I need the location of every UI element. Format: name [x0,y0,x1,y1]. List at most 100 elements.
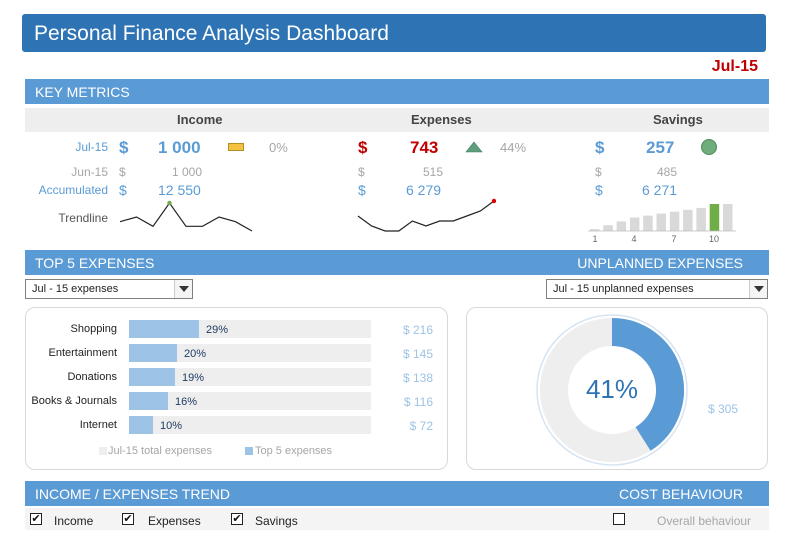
expenses-change: 44% [500,140,527,155]
income-current-value: 1 000 [158,138,201,157]
savings-bar [656,213,666,231]
cost-behaviour-title: COST BEHAVIOUR [619,486,743,502]
top5-category-label: Books & Journals [31,395,117,407]
expenses-sparkline [357,198,496,232]
savings-accumulated-value: 6 271 [642,182,678,198]
accumulated-row-label: Accumulated [38,183,108,197]
income-change: 0% [269,140,288,155]
dashboard-header: Personal Finance Analysis Dashboard [22,14,766,52]
income-prev-currency: $ [119,165,126,179]
page-title: Personal Finance Analysis Dashboard [34,22,389,45]
expenses-acc-currency: $ [358,182,366,198]
top5-dropdown-value: Jul - 15 expenses [32,283,119,295]
expenses-sparkline-line [357,200,495,232]
current-row-label: Jul-15 [75,140,108,154]
legend-top5-swatch [245,447,253,455]
legend-total-label: Jul-15 total expenses [108,445,212,457]
top5-row: Internet 10% $ 72 [25,416,448,436]
top5-row: Donations 19% $ 138 [25,368,448,388]
expenses-header: Expenses [411,112,472,127]
donut-unplanned-slice [611,318,684,451]
top5-bar [129,368,175,386]
expenses-up-triangle-icon [465,141,483,153]
top5-amount-label: $ 216 [402,323,433,337]
top5-percent-label: 10% [160,420,183,432]
income-flat-indicator [228,143,244,151]
savings-bar [629,217,640,231]
trend-title: INCOME / EXPENSES TREND [35,486,231,502]
unplanned-dropdown-value: Jul - 15 unplanned expenses [553,283,694,295]
top5-bar [129,320,199,338]
expenses-checkbox[interactable]: ✔ [122,513,134,525]
top5-bar-track [129,368,371,386]
income-acc-currency: $ [119,182,127,198]
expenses-prev-currency: $ [358,165,365,179]
income-sparkline-line [119,201,253,232]
top5-bar-track [129,416,371,434]
unplanned-period-dropdown[interactable]: Jul - 15 unplanned expenses [546,279,768,299]
top5-percent-label: 19% [182,372,205,384]
top5-percent-label: 16% [175,396,198,408]
savings-status-indicator [701,139,717,155]
current-period: Jul-15 [711,58,758,75]
key-metrics-title: KEY METRICS [35,84,130,100]
savings-trend-chart: 1 4 7 10 [588,204,736,244]
donut-percent-label: 41% [586,374,638,404]
income-sparkline [119,200,253,232]
savings-axis-tick: 7 [671,234,676,244]
income-header: Income [177,112,223,127]
top5-bar [129,416,153,434]
unplanned-amount: $ 305 [708,402,739,416]
chevron-down-icon[interactable] [749,280,767,298]
unplanned-title: UNPLANNED EXPENSES [577,255,743,271]
key-metrics-bar: KEY METRICS [25,79,769,104]
top5-percent-label: 29% [206,324,229,336]
income-checkbox[interactable]: ✔ [30,513,42,525]
savings-bar [590,229,600,231]
donut-outer-ring [536,314,688,466]
overall-behaviour-checkbox[interactable] [613,513,625,525]
savings-acc-currency: $ [595,182,603,198]
savings-prev-currency: $ [595,165,602,179]
savings-header: Savings [653,112,703,127]
top5-expenses-chart: Shopping 29% $ 216 Entertainment 20% $ 145 Don… [25,320,448,440]
savings-bar [709,204,720,231]
savings-bar [643,215,653,231]
savings-bar [683,209,693,231]
savings-checkbox[interactable]: ✔ [231,513,243,525]
savings-axis-tick: 4 [631,234,636,244]
top5-amount-label: $ 145 [402,347,433,361]
top5-category-label: Donations [67,371,117,383]
trendline-row-label: Trendline [58,211,108,225]
top5-category-label: Entertainment [48,347,117,359]
income-checkbox-label: Income [54,514,94,528]
top5-bar [129,344,177,362]
savings-currency: $ [595,138,605,157]
top5-period-dropdown[interactable]: Jul - 15 expenses [25,279,193,299]
top5-bar-track [129,392,371,410]
expenses-checkbox-label: Expenses [148,514,201,528]
previous-row-label: Jun-15 [71,165,108,179]
trend-controls-row [25,508,769,530]
top5-amount-label: $ 116 [403,395,433,409]
income-previous-value: 1 000 [172,165,203,179]
top5-bar-track [129,344,371,362]
legend-total-swatch [99,447,107,455]
chevron-down-icon[interactable] [174,280,192,298]
top5-bar [129,392,168,410]
savings-bar [696,207,706,231]
top5-percent-label: 20% [184,348,207,360]
expenses-accumulated-value: 6 279 [406,182,442,198]
income-currency: $ [119,138,129,157]
savings-bar [723,204,733,231]
savings-axis-tick: 10 [709,234,719,244]
expenses-previous-value: 515 [423,165,444,179]
legend-top5-label: Top 5 expenses [255,445,333,457]
expenses-current-value: 743 [410,138,439,157]
overall-behaviour-label: Overall behaviour [657,514,752,528]
savings-bar [603,225,613,231]
income-accumulated-value: 12 550 [158,182,201,198]
savings-previous-value: 485 [657,165,678,179]
top5-row: Shopping 29% $ 216 [25,320,448,340]
top5-row: Entertainment 20% $ 145 [25,344,448,364]
